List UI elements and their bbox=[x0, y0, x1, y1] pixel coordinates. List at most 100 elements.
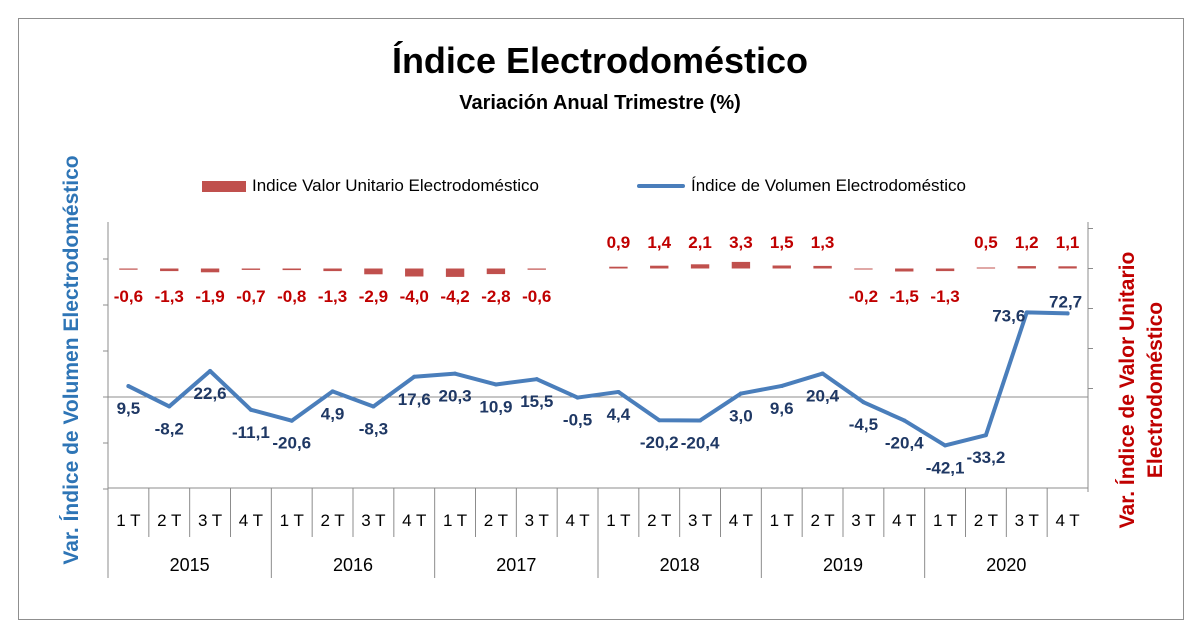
bar-data-label: -2,8 bbox=[481, 287, 510, 306]
bar-valor-unitario bbox=[813, 265, 832, 269]
line-point bbox=[1024, 310, 1029, 315]
line-data-label: 9,6 bbox=[770, 399, 794, 418]
bar-valor-unitario bbox=[119, 268, 138, 270]
x-tick-label: 1 T bbox=[116, 511, 140, 530]
line-data-label: -20,4 bbox=[885, 433, 924, 452]
x-tick-label: 3 T bbox=[688, 511, 712, 530]
x-tick-label: 4 T bbox=[239, 511, 263, 530]
bar-valor-unitario bbox=[445, 268, 465, 277]
legend-label-valor-unitario: Indice Valor Unitario Electrodoméstico bbox=[252, 176, 539, 195]
bar-data-label: -2,9 bbox=[359, 287, 388, 306]
x-tick-label: 1 T bbox=[770, 511, 794, 530]
line-volumen bbox=[126, 310, 1070, 448]
line-point bbox=[779, 383, 784, 388]
bar-data-label: -4,0 bbox=[400, 287, 429, 306]
bar-valor-unitario bbox=[282, 268, 301, 271]
bar-data-label: 1,2 bbox=[1015, 233, 1039, 252]
bar-valor-unitario bbox=[364, 268, 383, 275]
bar-data-label: 1,5 bbox=[770, 233, 794, 252]
line-point bbox=[575, 395, 580, 400]
bar-data-label: 3,3 bbox=[729, 233, 753, 252]
line-point bbox=[1065, 311, 1070, 316]
line-point bbox=[248, 407, 253, 412]
line-data-label: -4,5 bbox=[849, 415, 878, 434]
bar-data-label: 1,4 bbox=[647, 233, 671, 252]
line-point bbox=[126, 384, 131, 389]
bar-data-label: -0,6 bbox=[522, 287, 551, 306]
bar-valor-unitario bbox=[241, 268, 261, 270]
line-point bbox=[330, 389, 335, 394]
bar-data-label: 1,1 bbox=[1056, 233, 1080, 252]
bar-data-label: -1,9 bbox=[195, 287, 224, 306]
line-point bbox=[861, 400, 866, 405]
year-label: 2020 bbox=[986, 555, 1026, 575]
line-data-label: -20,4 bbox=[681, 433, 720, 452]
x-tick-label: 1 T bbox=[280, 511, 304, 530]
line-data-label: 4,4 bbox=[607, 405, 631, 424]
x-tick-label: 4 T bbox=[729, 511, 753, 530]
year-label: 2015 bbox=[170, 555, 210, 575]
bar-data-label: -0,8 bbox=[277, 287, 306, 306]
x-tick-label: 2 T bbox=[974, 511, 998, 530]
x-tick-label: 1 T bbox=[933, 511, 957, 530]
year-label: 2017 bbox=[496, 555, 536, 575]
bar-data-label: -4,2 bbox=[440, 287, 469, 306]
bar-data-label: -0,7 bbox=[236, 287, 265, 306]
bar-data-label: -1,3 bbox=[318, 287, 347, 306]
line-data-label: 73,6 bbox=[992, 306, 1025, 325]
bar-valor-unitario bbox=[1017, 266, 1036, 269]
bar-data-label: 2,1 bbox=[688, 233, 712, 252]
line-data-label: -0,5 bbox=[563, 411, 592, 430]
x-tick-label: 2 T bbox=[810, 511, 834, 530]
x-tick-label: 1 T bbox=[606, 511, 630, 530]
x-tick-label: 4 T bbox=[565, 511, 589, 530]
line-point bbox=[983, 433, 988, 438]
x-tick-label: 1 T bbox=[443, 511, 467, 530]
line-data-label: 22,6 bbox=[194, 384, 227, 403]
line-point bbox=[943, 443, 948, 448]
line-point bbox=[657, 418, 662, 423]
bar-valor-unitario bbox=[976, 267, 996, 269]
legend: Indice Valor Unitario Electrodoméstico Í… bbox=[0, 176, 1200, 202]
line-point bbox=[534, 377, 539, 382]
line-point bbox=[453, 371, 458, 376]
line-point bbox=[289, 418, 294, 423]
year-label: 2019 bbox=[823, 555, 863, 575]
line-data-label: -33,2 bbox=[967, 448, 1006, 467]
bar-valor-unitario bbox=[895, 268, 914, 272]
x-tick-label: 3 T bbox=[525, 511, 549, 530]
legend-bar-swatch bbox=[202, 180, 246, 192]
legend-item-volumen: Índice de Volumen Electrodoméstico bbox=[637, 176, 966, 196]
bar-data-label: 0,5 bbox=[974, 233, 998, 252]
x-tick-label: 2 T bbox=[484, 511, 508, 530]
line-data-label: -8,2 bbox=[155, 419, 184, 438]
line-point bbox=[698, 418, 703, 423]
chart-frame bbox=[18, 18, 1184, 620]
bar-valor-unitario bbox=[160, 268, 179, 272]
year-label: 2016 bbox=[333, 555, 373, 575]
x-tick-label: 4 T bbox=[892, 511, 916, 530]
line-data-label: 3,0 bbox=[729, 407, 753, 426]
line-data-label: -20,2 bbox=[640, 433, 679, 452]
bar-valor-unitario bbox=[323, 268, 342, 272]
legend-label-volumen: Índice de Volumen Electrodoméstico bbox=[691, 176, 966, 195]
x-tick-label: 2 T bbox=[647, 511, 671, 530]
bar-valor-unitario bbox=[200, 268, 220, 273]
line-data-label: 15,5 bbox=[520, 392, 553, 411]
x-tick-label: 4 T bbox=[402, 511, 426, 530]
line-point bbox=[208, 369, 213, 374]
bar-valor-unitario bbox=[731, 261, 751, 269]
x-tick-label: 3 T bbox=[1015, 511, 1039, 530]
bar-data-label: -1,3 bbox=[155, 287, 184, 306]
bar-data-label: -1,3 bbox=[930, 287, 959, 306]
line-data-label: 20,4 bbox=[806, 387, 840, 406]
line-point bbox=[616, 389, 621, 394]
x-tick-label: 3 T bbox=[361, 511, 385, 530]
bar-valor-unitario bbox=[527, 268, 546, 270]
bar-valor-unitario bbox=[1058, 266, 1077, 269]
line-data-label: 72,7 bbox=[1049, 292, 1082, 311]
line-point bbox=[412, 374, 417, 379]
line-point bbox=[493, 382, 498, 387]
line-data-label: 17,6 bbox=[398, 390, 431, 409]
